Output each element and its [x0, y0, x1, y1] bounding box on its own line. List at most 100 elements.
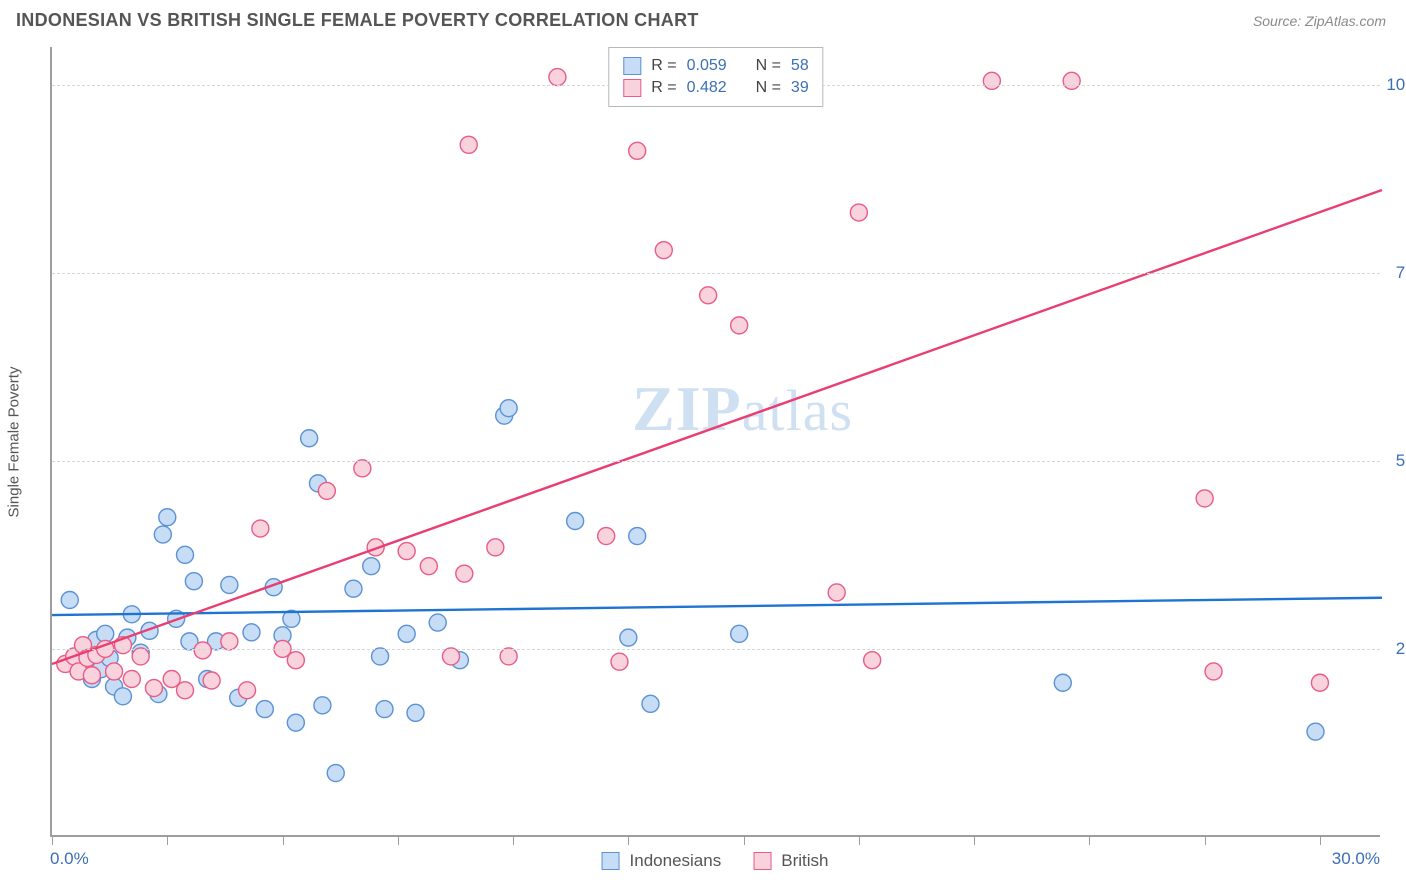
chart-title: INDONESIAN VS BRITISH SINGLE FEMALE POVE…	[16, 10, 699, 31]
legend-R-value: 0.482	[687, 79, 727, 97]
scatter-point	[629, 528, 646, 545]
x-tick	[859, 835, 860, 845]
scatter-point	[1054, 674, 1071, 691]
scatter-point	[145, 680, 162, 697]
legend-N-label: N =	[756, 57, 781, 75]
scatter-point	[598, 528, 615, 545]
scatter-point	[185, 573, 202, 590]
scatter-point	[850, 204, 867, 221]
scatter-point	[239, 682, 256, 699]
scatter-point	[194, 642, 211, 659]
scatter-point	[301, 430, 318, 447]
x-tick	[974, 835, 975, 845]
legend-R-label: R =	[651, 79, 676, 97]
legend-N-label: N =	[756, 79, 781, 97]
series-name: Indonesians	[630, 851, 722, 871]
x-tick	[398, 835, 399, 845]
scatter-point	[500, 400, 517, 417]
x-tick	[52, 835, 53, 845]
y-axis-label: Single Female Poverty	[6, 367, 23, 518]
y-tick-label: 100.0%	[1386, 75, 1406, 95]
scatter-point	[549, 69, 566, 86]
x-tick	[283, 835, 284, 845]
scatter-point	[629, 142, 646, 159]
gridline	[52, 273, 1380, 274]
legend-R-value: 0.059	[687, 57, 727, 75]
x-tick	[167, 835, 168, 845]
gridline	[52, 461, 1380, 462]
x-tick	[1320, 835, 1321, 845]
gridline	[52, 649, 1380, 650]
x-tick	[628, 835, 629, 845]
scatter-point	[443, 648, 460, 665]
scatter-point	[420, 558, 437, 575]
scatter-point	[429, 614, 446, 631]
legend-swatch-british	[623, 79, 641, 97]
y-tick-label: 75.0%	[1396, 263, 1406, 283]
scatter-point	[456, 565, 473, 582]
scatter-point	[256, 701, 273, 718]
source-attribution: Source: ZipAtlas.com	[1253, 13, 1386, 29]
scatter-point	[159, 509, 176, 526]
scatter-point	[398, 543, 415, 560]
scatter-point	[177, 546, 194, 563]
trend-line	[52, 190, 1382, 664]
scatter-point	[221, 576, 238, 593]
y-tick-label: 25.0%	[1396, 639, 1406, 659]
legend-N-value: 58	[791, 57, 809, 75]
scatter-svg	[52, 47, 1382, 837]
scatter-point	[203, 672, 220, 689]
scatter-point	[731, 317, 748, 334]
scatter-point	[106, 663, 123, 680]
scatter-point	[177, 682, 194, 699]
scatter-point	[642, 695, 659, 712]
scatter-point	[61, 592, 78, 609]
scatter-point	[354, 460, 371, 477]
scatter-point	[460, 136, 477, 153]
scatter-point	[983, 72, 1000, 89]
scatter-point	[1205, 663, 1222, 680]
x-tick	[1089, 835, 1090, 845]
scatter-point	[828, 584, 845, 601]
scatter-point	[620, 629, 637, 646]
x-tick	[513, 835, 514, 845]
scatter-point	[1063, 72, 1080, 89]
x-axis-max-label: 30.0%	[1332, 849, 1380, 869]
scatter-point	[221, 633, 238, 650]
legend-N-value: 39	[791, 79, 809, 97]
source-prefix: Source:	[1253, 13, 1305, 29]
scatter-point	[123, 671, 140, 688]
scatter-point	[611, 653, 628, 670]
scatter-point	[287, 652, 304, 669]
source-name: ZipAtlas.com	[1305, 13, 1386, 29]
scatter-point	[655, 242, 672, 259]
scatter-point	[398, 625, 415, 642]
x-tick	[1205, 835, 1206, 845]
legend-swatch-british	[753, 852, 771, 870]
scatter-point	[318, 482, 335, 499]
scatter-point	[114, 688, 131, 705]
scatter-point	[154, 526, 171, 543]
y-tick-label: 50.0%	[1396, 451, 1406, 471]
series-legend: Indonesians British	[602, 851, 829, 871]
x-axis-min-label: 0.0%	[50, 849, 89, 869]
legend-row-indonesians: R = 0.059 N = 58	[623, 55, 808, 77]
scatter-point	[1307, 723, 1324, 740]
legend-row-british: R = 0.482 N = 39	[623, 77, 808, 99]
legend-R-label: R =	[651, 57, 676, 75]
scatter-point	[287, 714, 304, 731]
scatter-point	[83, 667, 100, 684]
series-legend-british: British	[753, 851, 828, 871]
chart-header: INDONESIAN VS BRITISH SINGLE FEMALE POVE…	[0, 0, 1406, 41]
scatter-point	[500, 648, 517, 665]
scatter-point	[700, 287, 717, 304]
scatter-point	[372, 648, 389, 665]
scatter-point	[487, 539, 504, 556]
scatter-point	[1311, 674, 1328, 691]
x-tick	[744, 835, 745, 845]
scatter-point	[132, 648, 149, 665]
scatter-point	[731, 625, 748, 642]
scatter-point	[314, 697, 331, 714]
scatter-point	[363, 558, 380, 575]
scatter-point	[407, 704, 424, 721]
